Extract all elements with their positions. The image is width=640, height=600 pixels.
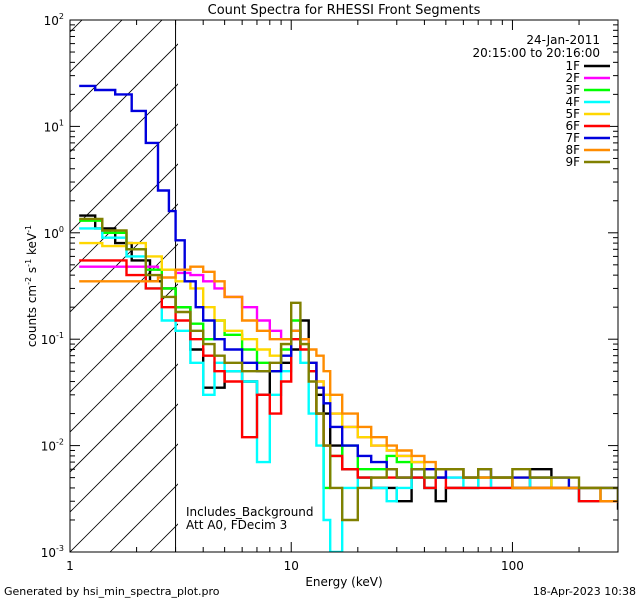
y-tick-label: 10-1: [41, 331, 64, 347]
y-label-part-6: -1: [24, 225, 33, 233]
x-tick-label: 10: [284, 559, 299, 573]
legend-label-7F: 7F: [565, 131, 580, 145]
series-line-1F: [79, 214, 618, 510]
time-range-label: 20:15:00 to 20:16:00: [473, 46, 600, 60]
generator-footer: Generated by hsi_min_spectra_plot.pro: [4, 585, 220, 598]
attenuator-annotation: Att A0, FDecim 3: [186, 518, 287, 532]
hatch-line: [70, 20, 163, 113]
y-tick-label: 10-2: [41, 438, 64, 454]
hatch-line: [70, 403, 178, 513]
legend-label-5F: 5F: [565, 107, 580, 121]
x-tick-label: 1: [66, 559, 74, 573]
y-label-part-4: -1: [24, 259, 33, 267]
chart-title: Count Spectra for RHESSI Front Segments: [208, 3, 481, 18]
hatch-line: [70, 363, 178, 473]
y-axis-label: counts cm-2 s-1 keV-1: [24, 225, 39, 347]
legend-label-1F: 1F: [565, 59, 580, 73]
series-line-7F: [79, 84, 618, 502]
hatch-line: [70, 43, 178, 153]
series-line-9F: [79, 217, 618, 522]
y-tick-label: 100: [44, 225, 64, 241]
legend-label-4F: 4F: [565, 95, 580, 109]
legend-label-8F: 8F: [565, 143, 580, 157]
timestamp-footer: 18-Apr-2023 10:38: [533, 585, 636, 598]
y-label-part-5: keV: [25, 232, 39, 259]
x-axis: 1 10 100: [66, 20, 619, 573]
plot-frame: [69, 19, 619, 553]
legend-label-2F: 2F: [565, 71, 580, 85]
y-tick-label: 10-3: [41, 544, 64, 560]
x-tick-label: 100: [501, 559, 524, 573]
series-line-3F: [79, 219, 618, 503]
background-region: [70, 20, 178, 552]
background-annotation: Includes_Background: [186, 505, 314, 519]
date-label: 24-Jan-2011: [526, 33, 600, 47]
y-label-part-1: counts cm: [25, 285, 39, 347]
series-lines: [79, 84, 618, 552]
y-tick-label: 101: [44, 118, 64, 134]
y-axis: 10-3 10-2 10-1 100 101 102: [41, 12, 618, 560]
y-label-part-2: -2: [24, 277, 33, 285]
hatch-line: [70, 443, 178, 552]
y-tick-label: 102: [44, 12, 64, 28]
x-axis-label: Energy (keV): [305, 575, 382, 589]
legend-label-3F: 3F: [565, 83, 580, 97]
y-label-part-3: s: [25, 267, 39, 277]
hatch-line: [70, 203, 178, 313]
series-line-6F: [79, 259, 618, 503]
legend-label-9F: 9F: [565, 155, 580, 169]
hatch-line: [70, 20, 83, 33]
legend-label-6F: 6F: [565, 119, 580, 133]
hatch-line: [70, 83, 178, 193]
